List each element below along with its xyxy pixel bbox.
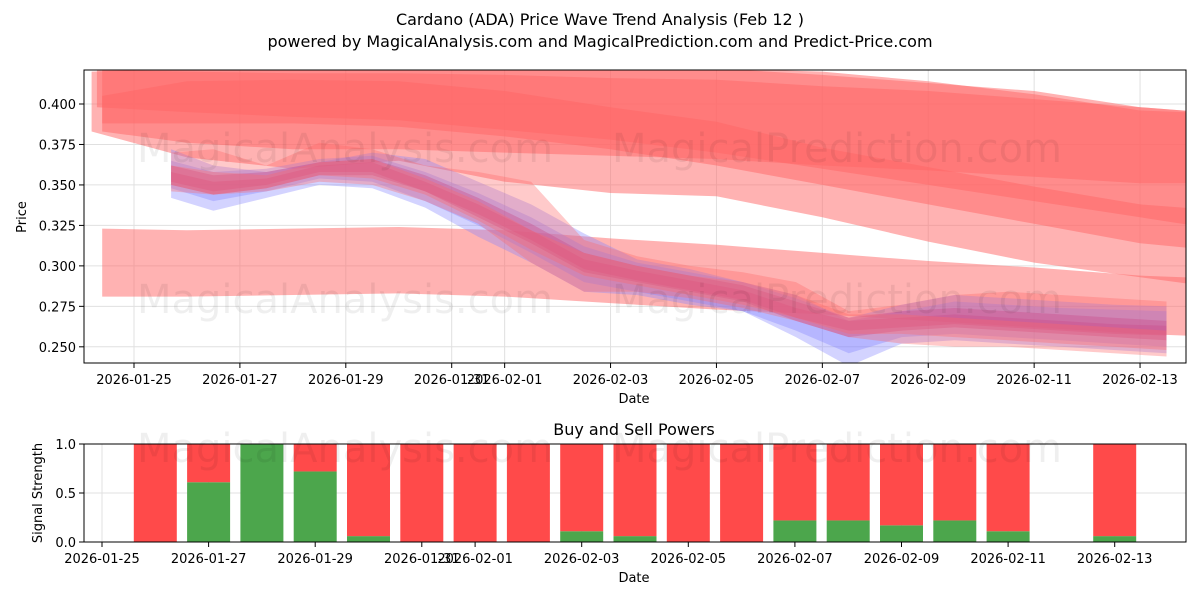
watermark-analysis-mid: MagicalAnalysis.com [137, 277, 553, 323]
sell-bar [613, 444, 657, 537]
sell-bar [1093, 444, 1137, 537]
price-bands [91, 70, 1186, 363]
buy-bar [187, 482, 231, 542]
power-x-tick-label: 2026-01-29 [277, 552, 353, 567]
power-x-tick-label: 2026-02-13 [1077, 552, 1153, 567]
power-x-tick-label: 2026-02-07 [757, 552, 833, 567]
sell-bar [453, 444, 497, 542]
price-x-tick-label: 2026-02-01 [467, 373, 543, 388]
power-x-tick-label: 2026-02-03 [544, 552, 620, 567]
sell-bar [666, 444, 710, 542]
price-y-tick-label: 0.325 [39, 219, 76, 234]
sell-bar [400, 444, 444, 542]
blue-wave-1 [171, 149, 1167, 363]
power-axes: 2026-01-25 2026-01-27 2026-01-29 2026-01-31… [55, 438, 1152, 567]
buy-bar [293, 471, 337, 542]
power-y-tick-label: 1.0 [55, 438, 76, 453]
price-x-tick-label: 2026-02-11 [996, 373, 1072, 388]
buy-bar [933, 520, 977, 542]
lower-trend-band [102, 227, 1186, 336]
power-y-tick-label: 0.5 [55, 487, 76, 502]
watermark-prediction-mid: MagicalPrediction.com [612, 277, 1062, 323]
price-x-tick-label: 2026-02-13 [1102, 373, 1178, 388]
price-x-tick-label: 2026-02-09 [890, 373, 966, 388]
watermark-prediction-top: MagicalPrediction.com [612, 126, 1062, 172]
price-plot-frame [83, 69, 1187, 364]
price-y-tick-label: 0.275 [39, 300, 76, 315]
power-x-tick-label: 2026-02-11 [970, 552, 1046, 567]
buy-bar [560, 531, 604, 542]
chart-title: Cardano (ADA) Price Wave Trend Analysis … [396, 10, 804, 29]
red-wave-1 [171, 142, 1167, 357]
watermark-analysis-bottom: MagicalAnalysis.com [137, 426, 553, 472]
buy-bar [240, 444, 284, 542]
price-y-tick-label: 0.250 [39, 341, 76, 356]
sell-bar [720, 444, 764, 542]
sell-bar [347, 444, 390, 537]
sell-bar [187, 444, 231, 483]
power-x-label: Date [618, 571, 649, 586]
price-x-tick-label: 2026-01-29 [308, 373, 384, 388]
price-y-tick-label: 0.350 [39, 179, 76, 194]
purple-wave-2 [171, 162, 1167, 336]
purple-wave-1 [171, 159, 1167, 341]
buy-bar [773, 520, 817, 542]
upper-trend-band-4 [102, 70, 1186, 184]
sell-bar [880, 444, 923, 526]
sell-bar [293, 444, 337, 472]
sell-bar [826, 444, 870, 521]
watermark-prediction-bottom: MagicalPrediction.com [612, 426, 1062, 472]
power-y-tick-label: 0.0 [55, 536, 76, 551]
watermark-analysis-top: MagicalAnalysis.com [137, 126, 553, 172]
power-chart-title: Buy and Sell Powers [553, 420, 715, 439]
price-x-tick-label: 2026-02-07 [785, 373, 861, 388]
power-y-label: Signal Strength [31, 443, 46, 543]
price-x-tick-label: 2026-01-31 [414, 373, 490, 388]
power-x-tick-label: 2026-01-31 [384, 552, 460, 567]
power-x-tick-label: 2026-02-01 [437, 552, 513, 567]
power-bars [133, 444, 1137, 542]
red-wave-2 [171, 159, 1167, 350]
price-x-label: Date [618, 392, 649, 407]
blue-wave-2 [171, 155, 1167, 354]
price-axes: 2026-01-25 2026-01-27 2026-01-29 2026-01-31… [39, 98, 1178, 388]
buy-bar [347, 536, 390, 542]
sell-bar [986, 444, 1030, 532]
price-y-tick-label: 0.300 [39, 260, 76, 275]
price-y-label: Price [15, 201, 30, 233]
price-x-tick-label: 2026-01-27 [202, 373, 278, 388]
price-x-tick-label: 2026-02-03 [573, 373, 649, 388]
sell-bar [560, 444, 604, 532]
sell-bar [773, 444, 817, 521]
sell-bar [133, 444, 177, 542]
buy-bar [1093, 536, 1137, 542]
sell-bar [933, 444, 977, 521]
power-x-tick-label: 2026-01-27 [171, 552, 247, 567]
chart-subtitle: powered by MagicalAnalysis.com and Magic… [267, 32, 932, 51]
price-x-tick-label: 2026-01-25 [96, 373, 172, 388]
power-x-tick-label: 2026-01-25 [64, 552, 140, 567]
buy-bar [613, 536, 657, 542]
buy-bar [826, 520, 870, 542]
price-y-tick-label: 0.375 [39, 138, 76, 153]
price-y-tick-label: 0.400 [39, 98, 76, 113]
buy-bar [986, 531, 1030, 542]
power-x-tick-label: 2026-02-05 [651, 552, 727, 567]
power-x-tick-label: 2026-02-09 [864, 552, 940, 567]
buy-bar [880, 525, 923, 542]
price-x-tick-label: 2026-02-05 [679, 373, 755, 388]
sell-bar [506, 444, 550, 542]
